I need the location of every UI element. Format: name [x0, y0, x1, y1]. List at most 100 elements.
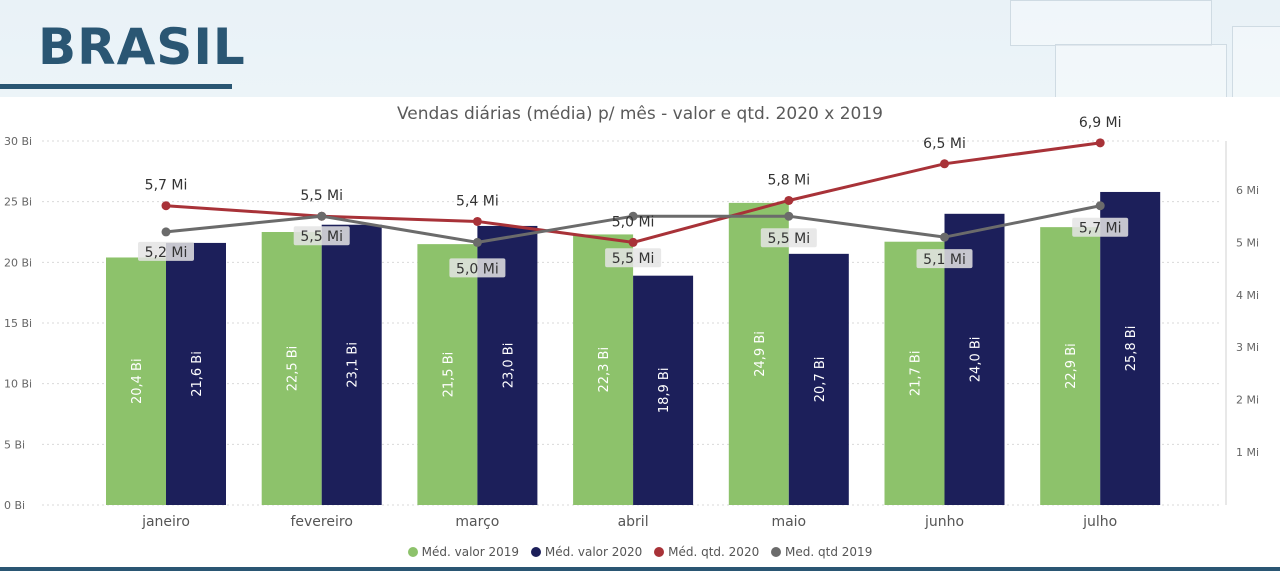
legend-item: Méd. valor 2019: [407, 545, 520, 559]
bar-value-label: 24,9 Bi: [753, 331, 768, 377]
y-left-tick-label: 0 Bi: [4, 499, 25, 512]
bar: [106, 257, 166, 505]
legend-label: Med. qtd 2019: [785, 545, 873, 559]
y-left-tick-label: 30 Bi: [4, 135, 32, 148]
bar-value-label: 21,7 Bi: [909, 351, 924, 397]
legend-item: Med. qtd 2019: [771, 545, 872, 559]
line-point: [317, 211, 327, 221]
line-point: [161, 227, 171, 237]
legend-label: Méd. valor 2020: [544, 545, 643, 559]
x-tick-label: fevereiro: [290, 514, 352, 530]
point-label-qtd-2020: 6,9 Mi: [1079, 115, 1122, 131]
bar-value-label: 25,8 Bi: [1124, 326, 1139, 372]
bar: [1100, 191, 1161, 505]
point-label-qtd-2019: 5,2 Mi: [145, 245, 188, 261]
background-decoration: [1055, 44, 1227, 98]
bar: [261, 232, 322, 505]
background-decoration: [1010, 0, 1212, 46]
point-label-qtd-2019: 5,7 Mi: [1079, 221, 1122, 237]
line-point: [940, 232, 949, 242]
legend-label: Méd. qtd. 2020: [668, 545, 760, 559]
point-label-qtd-2020: 5,4 Mi: [456, 193, 499, 209]
page-title: BRASIL: [38, 18, 246, 76]
legend-swatch-valor-2019: [407, 547, 418, 557]
bar: [166, 242, 226, 506]
bar-value-label: 20,4 Bi: [130, 358, 145, 404]
point-label-qtd-2020: 5,5 Mi: [300, 188, 343, 204]
y-left-tick-label: 15 Bi: [4, 317, 32, 330]
line-point: [472, 237, 482, 247]
y-left-tick-label: 10 Bi: [4, 378, 32, 391]
x-tick-label: junho: [924, 514, 964, 530]
line-point: [1095, 138, 1105, 148]
point-label-box: [293, 226, 350, 246]
line-point: [784, 195, 794, 205]
point-label-box: [760, 228, 817, 248]
bottom-rule: [0, 567, 1280, 571]
bar: [884, 241, 945, 505]
chart-legend: Méd. valor 2019 Méd. valor 2020 Méd. qtd…: [0, 545, 1280, 559]
y-right-tick-label: 1 Mi: [1236, 446, 1259, 459]
legend-item: Méd. valor 2020: [530, 545, 643, 559]
bar-value-label: 24,0 Bi: [969, 337, 984, 383]
y-right-tick-label: 5 Mi: [1236, 236, 1259, 249]
line-point: [472, 216, 482, 226]
point-label-qtd-2019: 5,5 Mi: [767, 231, 810, 247]
point-label-qtd-2019: 5,1 Mi: [923, 252, 966, 268]
legend-label: Méd. valor 2019: [421, 545, 520, 559]
line-point: [161, 201, 171, 211]
y-right-tick-label: 4 Mi: [1236, 289, 1259, 302]
point-label-box: [1072, 217, 1129, 237]
line-point: [628, 211, 638, 221]
point-label-box: [605, 248, 662, 268]
line-point: [1095, 201, 1105, 211]
legend-swatch-qtd-2019: [771, 547, 782, 557]
point-label-box: [449, 258, 506, 278]
line-point: [940, 159, 949, 169]
background-decoration: [1232, 26, 1280, 98]
bar-value-label: 22,9 Bi: [1064, 343, 1079, 389]
bar: [728, 202, 789, 505]
bar: [417, 244, 478, 505]
legend-item: Méd. qtd. 2020: [654, 545, 759, 559]
bar-value-label: 22,5 Bi: [286, 346, 301, 392]
legend-swatch-qtd-2020: [654, 547, 665, 557]
point-label-qtd-2020: 5,7 Mi: [145, 178, 188, 194]
y-right-tick-label: 6 Mi: [1236, 184, 1259, 197]
bar: [788, 253, 849, 505]
y-left-tick-label: 25 Bi: [4, 196, 32, 209]
bar-value-label: 23,0 Bi: [501, 343, 516, 389]
point-label-qtd-2019: 5,0 Mi: [456, 261, 499, 277]
legend-swatch-valor-2020: [530, 547, 541, 557]
x-tick-label: julho: [1082, 514, 1117, 530]
point-label-box: [138, 241, 194, 261]
point-label-qtd-2019: 5,5 Mi: [612, 251, 655, 267]
bar-value-label: 20,7 Bi: [813, 357, 828, 403]
bar: [573, 234, 634, 505]
line-point: [784, 211, 794, 221]
point-label-qtd-2019: 5,5 Mi: [300, 229, 343, 245]
bar: [1040, 227, 1101, 505]
bar: [321, 224, 382, 505]
chart-title: Vendas diárias (média) p/ mês - valor e …: [396, 104, 883, 124]
point-label-qtd-2020: 5,0 Mi: [612, 214, 655, 230]
bar-value-label: 18,9 Bi: [657, 368, 672, 414]
bar-value-label: 22,3 Bi: [597, 347, 612, 393]
bar-value-label: 21,6 Bi: [190, 351, 205, 397]
x-tick-label: abril: [618, 514, 649, 530]
bar-value-label: 23,1 Bi: [346, 342, 361, 388]
point-label-box: [916, 249, 973, 269]
y-left-tick-label: 5 Bi: [4, 438, 25, 451]
bar: [633, 275, 694, 505]
y-right-tick-label: 2 Mi: [1236, 394, 1259, 407]
point-label-qtd-2020: 5,8 Mi: [767, 172, 810, 188]
x-tick-label: maio: [771, 514, 806, 530]
y-left-tick-label: 20 Bi: [4, 256, 32, 269]
title-underline: [0, 84, 232, 89]
x-tick-label: janeiro: [141, 514, 190, 530]
y-right-tick-label: 3 Mi: [1236, 341, 1259, 354]
bar-value-label: 21,5 Bi: [441, 352, 456, 398]
x-tick-label: março: [455, 514, 499, 530]
line-point: [628, 237, 638, 247]
